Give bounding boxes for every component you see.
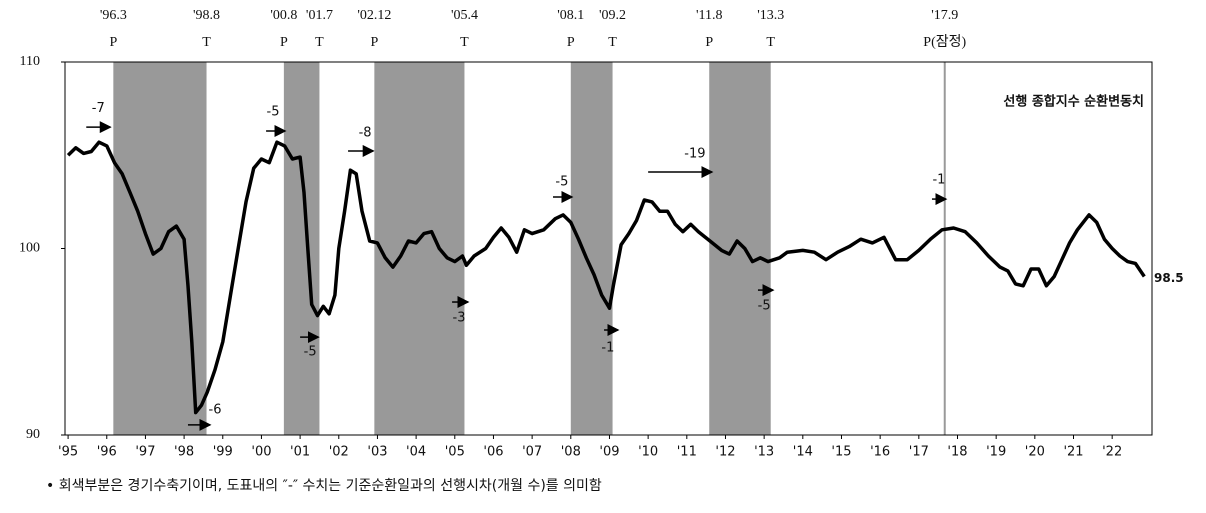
x-tick-label: '98 xyxy=(174,445,194,460)
turning-date: '11.8 xyxy=(696,8,723,23)
x-tick-label: '97 xyxy=(135,445,155,460)
turning-type: P xyxy=(567,35,575,50)
x-tick-label: '10 xyxy=(638,445,658,460)
x-tick-label: '09 xyxy=(599,445,619,460)
recession-band xyxy=(570,62,613,435)
x-tick-label: '05 xyxy=(445,445,465,460)
turning-date: '09.2 xyxy=(599,8,626,23)
x-tick-label: '12 xyxy=(715,445,735,460)
turning-date: '96.3 xyxy=(100,8,127,23)
turning-type: P xyxy=(705,35,713,50)
turning-date: '02.12 xyxy=(357,8,391,23)
x-tick-label: '99 xyxy=(213,445,233,460)
x-tick-label: '22 xyxy=(1102,445,1122,460)
y-tick-label: 110 xyxy=(20,54,40,69)
turning-type: P xyxy=(109,35,117,50)
lead-label: -1 xyxy=(601,341,614,356)
turning-date: '05.4 xyxy=(451,8,478,23)
x-tick-label: '01 xyxy=(290,445,310,460)
x-tick-label: '13 xyxy=(754,445,774,460)
lead-label: -8 xyxy=(359,126,372,141)
turning-type: T xyxy=(315,35,324,50)
turning-type: P xyxy=(280,35,288,50)
x-tick-label: '16 xyxy=(870,445,890,460)
turning-date: '98.8 xyxy=(193,8,220,23)
x-tick-label: '11 xyxy=(677,445,697,460)
x-tick-label: '19 xyxy=(986,445,1006,460)
x-tick-label: '21 xyxy=(1063,445,1083,460)
x-tick-label: '18 xyxy=(947,445,967,460)
lead-label: -7 xyxy=(92,101,105,116)
lead-label: -1 xyxy=(932,173,945,188)
turning-date: '17.9 xyxy=(931,8,958,23)
turning-type: T xyxy=(608,35,617,50)
x-tick-label: '17 xyxy=(909,445,929,460)
x-tick-label: '00 xyxy=(251,445,271,460)
series-line xyxy=(66,140,1146,415)
turning-type: P(잠정) xyxy=(923,34,966,50)
lead-label: -19 xyxy=(684,146,705,161)
x-tick-label: '14 xyxy=(793,445,813,460)
x-tick-label: '96 xyxy=(97,445,117,460)
turning-type: P xyxy=(370,35,378,50)
turning-date: '01.7 xyxy=(306,8,333,23)
x-tick-label: '95 xyxy=(58,445,78,460)
turning-date: '08.1 xyxy=(557,8,584,23)
x-tick-label: '02 xyxy=(329,445,349,460)
lead-label: -5 xyxy=(555,174,568,189)
turning-date: '00.8 xyxy=(270,8,297,23)
x-tick-label: '04 xyxy=(406,445,426,460)
turning-type: T xyxy=(202,35,211,50)
lead-label: -6 xyxy=(209,403,222,418)
recession-band xyxy=(283,62,320,435)
x-tick-label: '15 xyxy=(831,445,851,460)
lead-label: -3 xyxy=(453,311,466,326)
lead-label: -5 xyxy=(758,298,771,313)
y-tick-label: 90 xyxy=(26,427,40,442)
x-tick-label: '08 xyxy=(561,445,581,460)
legend-label: 선행 종합지수 순환변동치 xyxy=(1003,94,1144,110)
turning-type: T xyxy=(766,35,775,50)
lead-label: -5 xyxy=(304,345,317,360)
x-tick-label: '07 xyxy=(522,445,542,460)
recession-band xyxy=(374,62,465,435)
footnote: • 회색부분은 경기수축기이며, 도표내의 ″-″ 수치는 기준순환일과의 선행… xyxy=(46,478,602,494)
y-tick-label: 100 xyxy=(19,241,40,256)
turning-date: '13.3 xyxy=(757,8,784,23)
x-tick-label: '20 xyxy=(1025,445,1045,460)
x-tick-label: '06 xyxy=(483,445,503,460)
x-tick-label: '03 xyxy=(367,445,387,460)
turning-type: T xyxy=(460,35,469,50)
end-value-label: 98.5 xyxy=(1154,271,1184,285)
lead-label: -5 xyxy=(267,104,280,119)
